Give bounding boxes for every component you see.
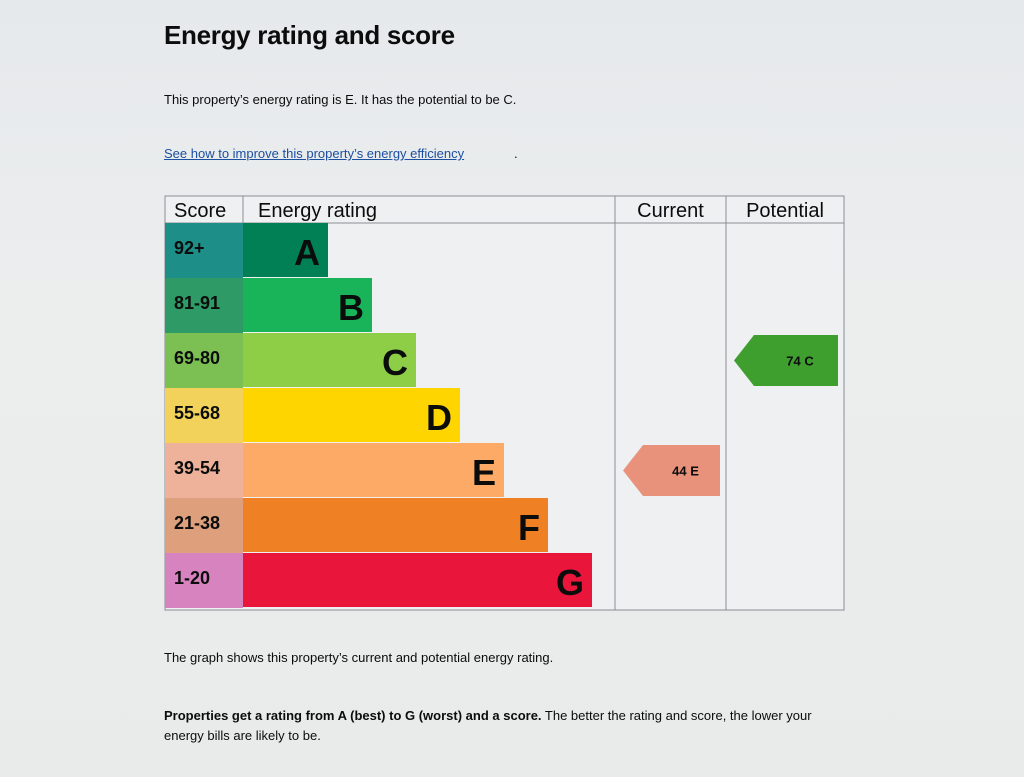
potential-rating-arrow: [734, 335, 838, 386]
score-range-a: 92+: [174, 238, 205, 258]
rating-bar-d: [243, 388, 460, 442]
rating-explanation-rest: The better the rating and score, the low…: [164, 708, 812, 743]
link-full-stop: .: [514, 146, 518, 161]
rating-letter-g: G: [556, 562, 584, 603]
rating-bar-a: [243, 223, 328, 277]
energy-rating-chart: Score Energy rating Current Potential 92+ A 81…: [164, 195, 845, 611]
rating-explanation: Properties get a rating from A (best) to…: [164, 706, 844, 746]
score-cell-c: [165, 333, 243, 388]
score-range-f: 21-38: [174, 513, 220, 533]
score-cell-b: [165, 278, 243, 333]
rating-letter-c: C: [382, 342, 408, 383]
score-range-e: 39-54: [174, 458, 220, 478]
current-rating-arrow: [623, 445, 720, 496]
improve-efficiency-link[interactable]: See how to improve this property’s energ…: [164, 146, 465, 161]
score-cell-g: [165, 553, 243, 608]
current-header: Current: [637, 200, 704, 222]
score-range-b: 81-91: [174, 293, 220, 313]
score-header: Score: [174, 200, 226, 222]
rating-summary: This property’s energy rating is E. It h…: [164, 92, 517, 107]
potential-rating-label: 74 C: [786, 354, 814, 369]
score-cell-e: [165, 443, 243, 498]
rating-bar-f: [243, 498, 548, 552]
rating-letter-d: D: [426, 397, 452, 438]
rating-explanation-bold: Properties get a rating from A (best) to…: [164, 708, 542, 723]
score-cell-d: [165, 388, 243, 443]
score-cell-a: [165, 223, 243, 278]
score-range-d: 55-68: [174, 403, 220, 423]
score-range-g: 1-20: [174, 568, 210, 588]
current-rating-label: 44 E: [672, 464, 699, 479]
rating-letter-b: B: [338, 287, 364, 328]
chart-caption: The graph shows this property’s current …: [164, 650, 554, 665]
potential-header: Potential: [746, 200, 824, 222]
page-title: Energy rating and score: [164, 20, 455, 50]
rating-bar-g: [243, 553, 592, 607]
rating-header: Energy rating: [258, 200, 377, 222]
rating-bar-b: [243, 278, 372, 332]
rating-letter-e: E: [472, 452, 496, 493]
rating-bar-c: [243, 333, 416, 387]
rating-bar-e: [243, 443, 504, 497]
score-range-c: 69-80: [174, 348, 220, 368]
score-cell-f: [165, 498, 243, 553]
rating-letter-a: A: [294, 232, 320, 273]
rating-letter-f: F: [518, 507, 540, 548]
